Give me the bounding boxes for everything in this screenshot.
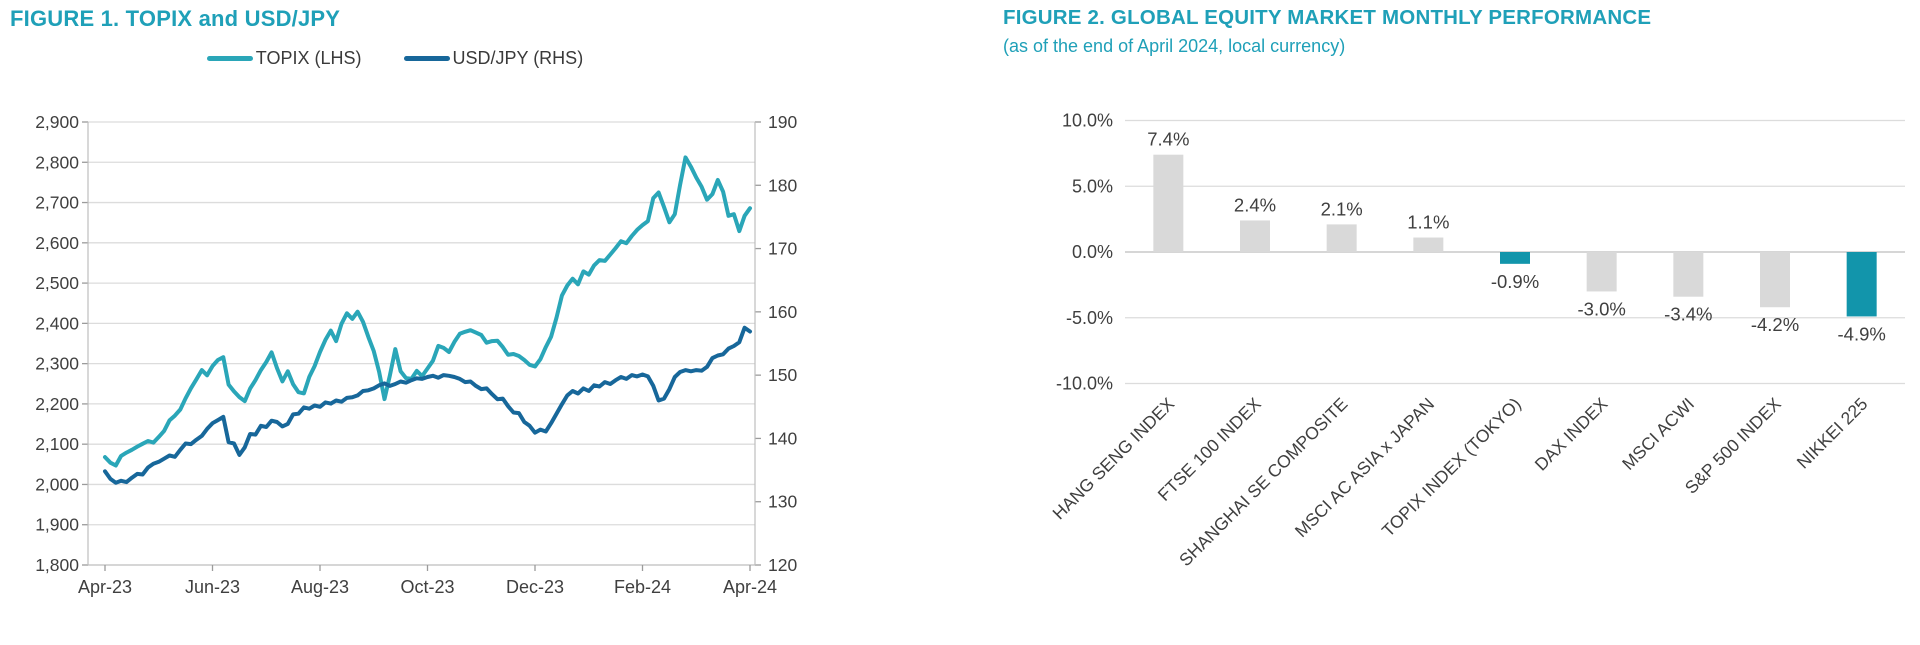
- svg-text:Jun-23: Jun-23: [185, 577, 240, 597]
- svg-text:-3.4%: -3.4%: [1664, 304, 1712, 325]
- svg-text:Oct-23: Oct-23: [400, 577, 454, 597]
- svg-text:MSCI AC ASIA x JAPAN: MSCI AC ASIA x JAPAN: [1291, 394, 1438, 541]
- svg-text:-4.9%: -4.9%: [1838, 323, 1886, 344]
- figure2-subtitle: (as of the end of April 2024, local curr…: [1003, 36, 1346, 56]
- svg-text:1.1%: 1.1%: [1407, 212, 1449, 233]
- svg-text:2,200: 2,200: [35, 394, 79, 414]
- svg-text:-5.0%: -5.0%: [1066, 308, 1113, 328]
- svg-text:2,600: 2,600: [35, 233, 79, 253]
- svg-text:-0.9%: -0.9%: [1491, 271, 1539, 292]
- svg-text:NIKKEI 225: NIKKEI 225: [1793, 394, 1872, 473]
- svg-text:Apr-23: Apr-23: [78, 577, 132, 597]
- figure1-title: FIGURE 1. TOPIX and USD/JPY: [10, 6, 341, 31]
- svg-text:1,900: 1,900: [35, 515, 79, 535]
- svg-text:Dec-23: Dec-23: [506, 577, 564, 597]
- svg-text:2,900: 2,900: [35, 112, 79, 132]
- svg-text:TOPIX INDEX (TOKYO): TOPIX INDEX (TOKYO): [1378, 394, 1525, 541]
- figure1-panel: FIGURE 1. TOPIX and USD/JPY TOPIX (LHS) …: [0, 6, 797, 597]
- usdjpy-line-swatch: [403, 56, 450, 61]
- svg-text:10.0%: 10.0%: [1062, 111, 1113, 131]
- svg-text:2,300: 2,300: [35, 354, 79, 374]
- svg-text:2,000: 2,000: [35, 474, 79, 494]
- topix-line-swatch: [206, 56, 253, 61]
- usdjpy-legend-label: USD/JPY (RHS): [452, 48, 584, 68]
- svg-text:MSCI ACWI: MSCI ACWI: [1618, 394, 1698, 474]
- figure2-panel: FIGURE 2. GLOBAL EQUITY MARKET MONTHLY P…: [960, 0, 1920, 645]
- figure1-legend: TOPIX (LHS) USD/JPY (RHS): [0, 48, 790, 69]
- svg-text:-4.2%: -4.2%: [1751, 314, 1799, 335]
- equity-performance-bar-chart: 10.0% 5.0% 0.0% -5.0% -10.0% 7.4% HANG SENG IN…: [1048, 111, 1905, 570]
- svg-text:0.0%: 0.0%: [1072, 242, 1113, 262]
- svg-text:1,800: 1,800: [35, 555, 79, 575]
- svg-text:5.0%: 5.0%: [1072, 176, 1113, 196]
- svg-text:2.4%: 2.4%: [1234, 194, 1276, 215]
- svg-text:2.1%: 2.1%: [1321, 198, 1363, 219]
- svg-text:Aug-23: Aug-23: [291, 577, 349, 597]
- svg-text:-10.0%: -10.0%: [1056, 374, 1113, 394]
- legend-item-topix: TOPIX (LHS): [206, 48, 362, 69]
- svg-text:2,800: 2,800: [35, 152, 79, 172]
- svg-text:190: 190: [768, 112, 797, 132]
- svg-text:2,400: 2,400: [35, 313, 79, 333]
- svg-text:2,500: 2,500: [35, 273, 79, 293]
- svg-text:130: 130: [768, 492, 797, 512]
- svg-text:Feb-24: Feb-24: [614, 577, 671, 597]
- topix-legend-label: TOPIX (LHS): [255, 48, 362, 68]
- svg-text:2,700: 2,700: [35, 193, 79, 213]
- svg-text:140: 140: [768, 428, 797, 448]
- svg-text:150: 150: [768, 365, 797, 385]
- svg-text:170: 170: [768, 239, 797, 259]
- svg-text:180: 180: [768, 175, 797, 195]
- topix-usdjpy-line-chart: 2,900 2,800 2,700 2,600 2,500 2,400 2,300 2,200…: [35, 112, 797, 597]
- figure2-title: FIGURE 2. GLOBAL EQUITY MARKET MONTHLY P…: [1003, 6, 1652, 29]
- svg-text:DAX INDEX: DAX INDEX: [1531, 393, 1612, 474]
- svg-text:Apr-24: Apr-24: [723, 577, 777, 597]
- svg-text:HANG SENG INDEX: HANG SENG INDEX: [1048, 393, 1178, 523]
- svg-text:SHANGHAI SE COMPOSITE: SHANGHAI SE COMPOSITE: [1175, 394, 1351, 570]
- svg-text:2,100: 2,100: [35, 434, 79, 454]
- svg-text:120: 120: [768, 555, 797, 575]
- legend-item-usdjpy: USD/JPY (RHS): [403, 48, 584, 69]
- svg-text:7.4%: 7.4%: [1147, 129, 1189, 150]
- svg-text:160: 160: [768, 302, 797, 322]
- svg-text:-3.0%: -3.0%: [1578, 298, 1626, 319]
